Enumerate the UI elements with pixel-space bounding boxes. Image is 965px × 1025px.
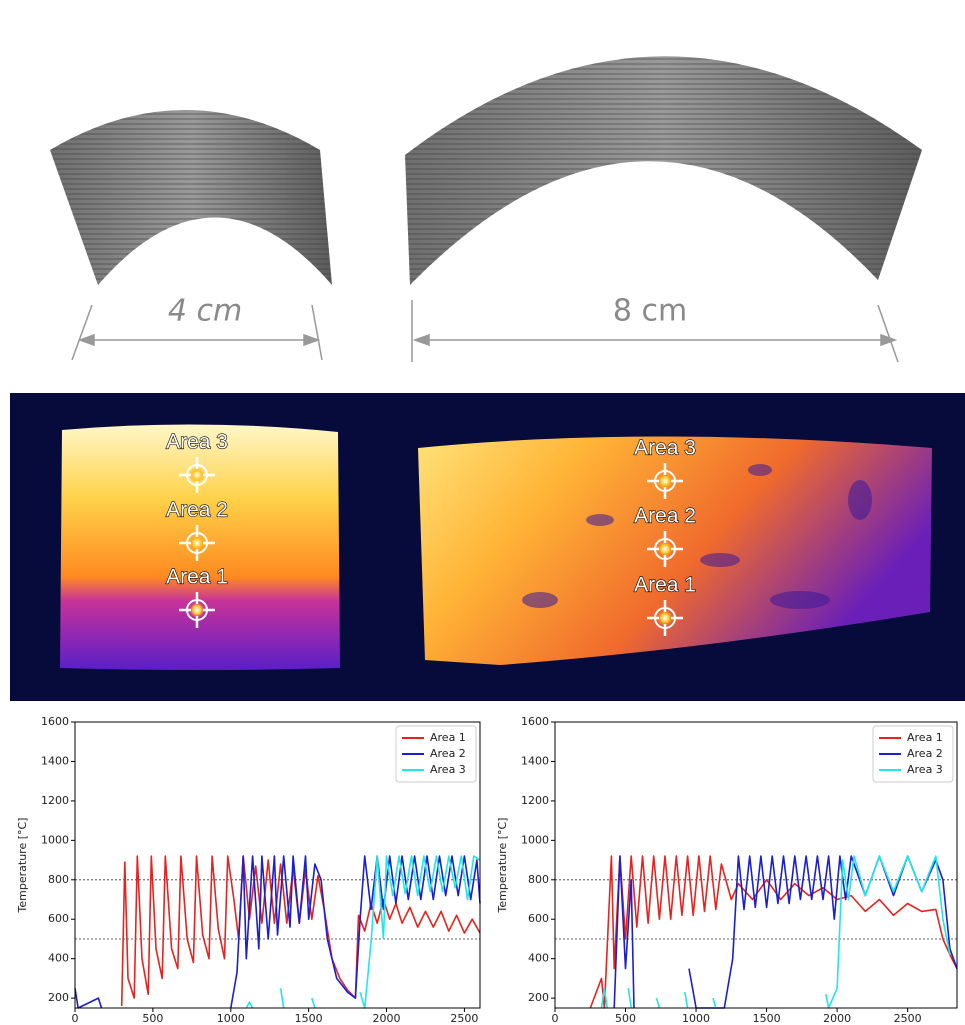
dimension-label: 8 cm (613, 294, 687, 329)
legend-box (872, 725, 954, 783)
area-label: Area 3 (634, 437, 696, 460)
legend-label: Area 2 (907, 747, 943, 760)
crosshair (647, 463, 683, 499)
legend-label: Area 2 (430, 747, 466, 760)
plot-frame (74, 721, 481, 1009)
legend: Area 1 Area 2 Area 3 (872, 725, 954, 783)
dimension-label: 4 cm (168, 294, 242, 329)
area-label: Area 3 (166, 431, 228, 454)
charts: 200 400 600 800 1000 1200 1400 1600 0 500 1000 1500… (16, 715, 958, 1025)
crosshair (179, 592, 215, 628)
area-label: Area 2 (634, 505, 696, 528)
render-small (50, 110, 332, 285)
y-tick-label: 1000 (41, 833, 69, 846)
crosshair (179, 525, 215, 561)
crosshair (647, 531, 683, 567)
y-tick-label: 1600 (41, 715, 69, 728)
y-tick-label: 800 (48, 873, 69, 886)
y-tick-label: 800 (528, 873, 549, 886)
series-line (589, 855, 958, 1009)
thermal-spots (522, 464, 872, 609)
hot-spot (189, 535, 205, 551)
series-line (245, 855, 481, 1009)
y-tick-label: 1200 (41, 794, 69, 807)
x-tick-label: 1500 (295, 1012, 323, 1025)
y-axis-label: Temperature [°C] (496, 818, 509, 914)
plot-frame (554, 721, 958, 1009)
x-tick-label: 2500 (450, 1012, 478, 1025)
hot-spot (657, 473, 673, 489)
crosshair (179, 457, 215, 493)
y-tick-label: 400 (48, 952, 69, 965)
area-label: Area 2 (166, 499, 228, 522)
y-tick-label: 1200 (521, 794, 549, 807)
thermal-markers: Area 3 Area 2 Area 1 Area 3 Area 2 Area 1 (165, 430, 697, 636)
crosshair (647, 600, 683, 636)
x-tick-label: 0 (552, 1012, 559, 1025)
render-large (405, 56, 922, 285)
x-tick-label: 500 (142, 1012, 163, 1025)
legend-label: Area 1 (430, 731, 466, 744)
x-tick-label: 500 (615, 1012, 636, 1025)
legend-label: Area 3 (430, 763, 466, 776)
x-tick-label: 2000 (373, 1012, 401, 1025)
hot-spot (657, 610, 673, 626)
x-tick-label: 1000 (682, 1012, 710, 1025)
y-tick-label: 400 (528, 952, 549, 965)
hot-spot (189, 602, 205, 618)
y-tick-label: 600 (528, 912, 549, 925)
chart: 200 400 600 800 1000 1200 1400 1600 0 500 1000 1500… (496, 715, 958, 1025)
legend-box (395, 725, 477, 783)
y-tick-label: 600 (48, 912, 69, 925)
area-label: Area 1 (634, 574, 696, 597)
legend-label: Area 3 (907, 763, 943, 776)
y-tick-label: 200 (48, 991, 69, 1004)
y-axis-label: Temperature [°C] (16, 818, 29, 914)
chart: 200 400 600 800 1000 1200 1400 1600 0 500 1000 1500… (16, 715, 481, 1025)
series-line (600, 855, 951, 1009)
dimension-lines (71, 300, 899, 363)
legend-label: Area 1 (907, 731, 943, 744)
hot-spot (657, 541, 673, 557)
x-tick-label: 2500 (894, 1012, 922, 1025)
legend: Area 1 Area 2 Area 3 (395, 725, 477, 783)
series-line (120, 855, 481, 1007)
y-tick-label: 200 (528, 991, 549, 1004)
x-tick-label: 1000 (217, 1012, 245, 1025)
x-tick-label: 1500 (753, 1012, 781, 1025)
y-tick-label: 1400 (521, 754, 549, 767)
y-tick-label: 1600 (521, 715, 549, 728)
x-tick-label: 2000 (823, 1012, 851, 1025)
y-tick-label: 1400 (41, 754, 69, 767)
series-line (613, 855, 958, 1009)
area-label: Area 1 (166, 566, 228, 589)
hot-spot (189, 467, 205, 483)
x-tick-label: 0 (72, 1012, 79, 1025)
y-tick-label: 1000 (521, 833, 549, 846)
series-line (74, 855, 481, 1009)
